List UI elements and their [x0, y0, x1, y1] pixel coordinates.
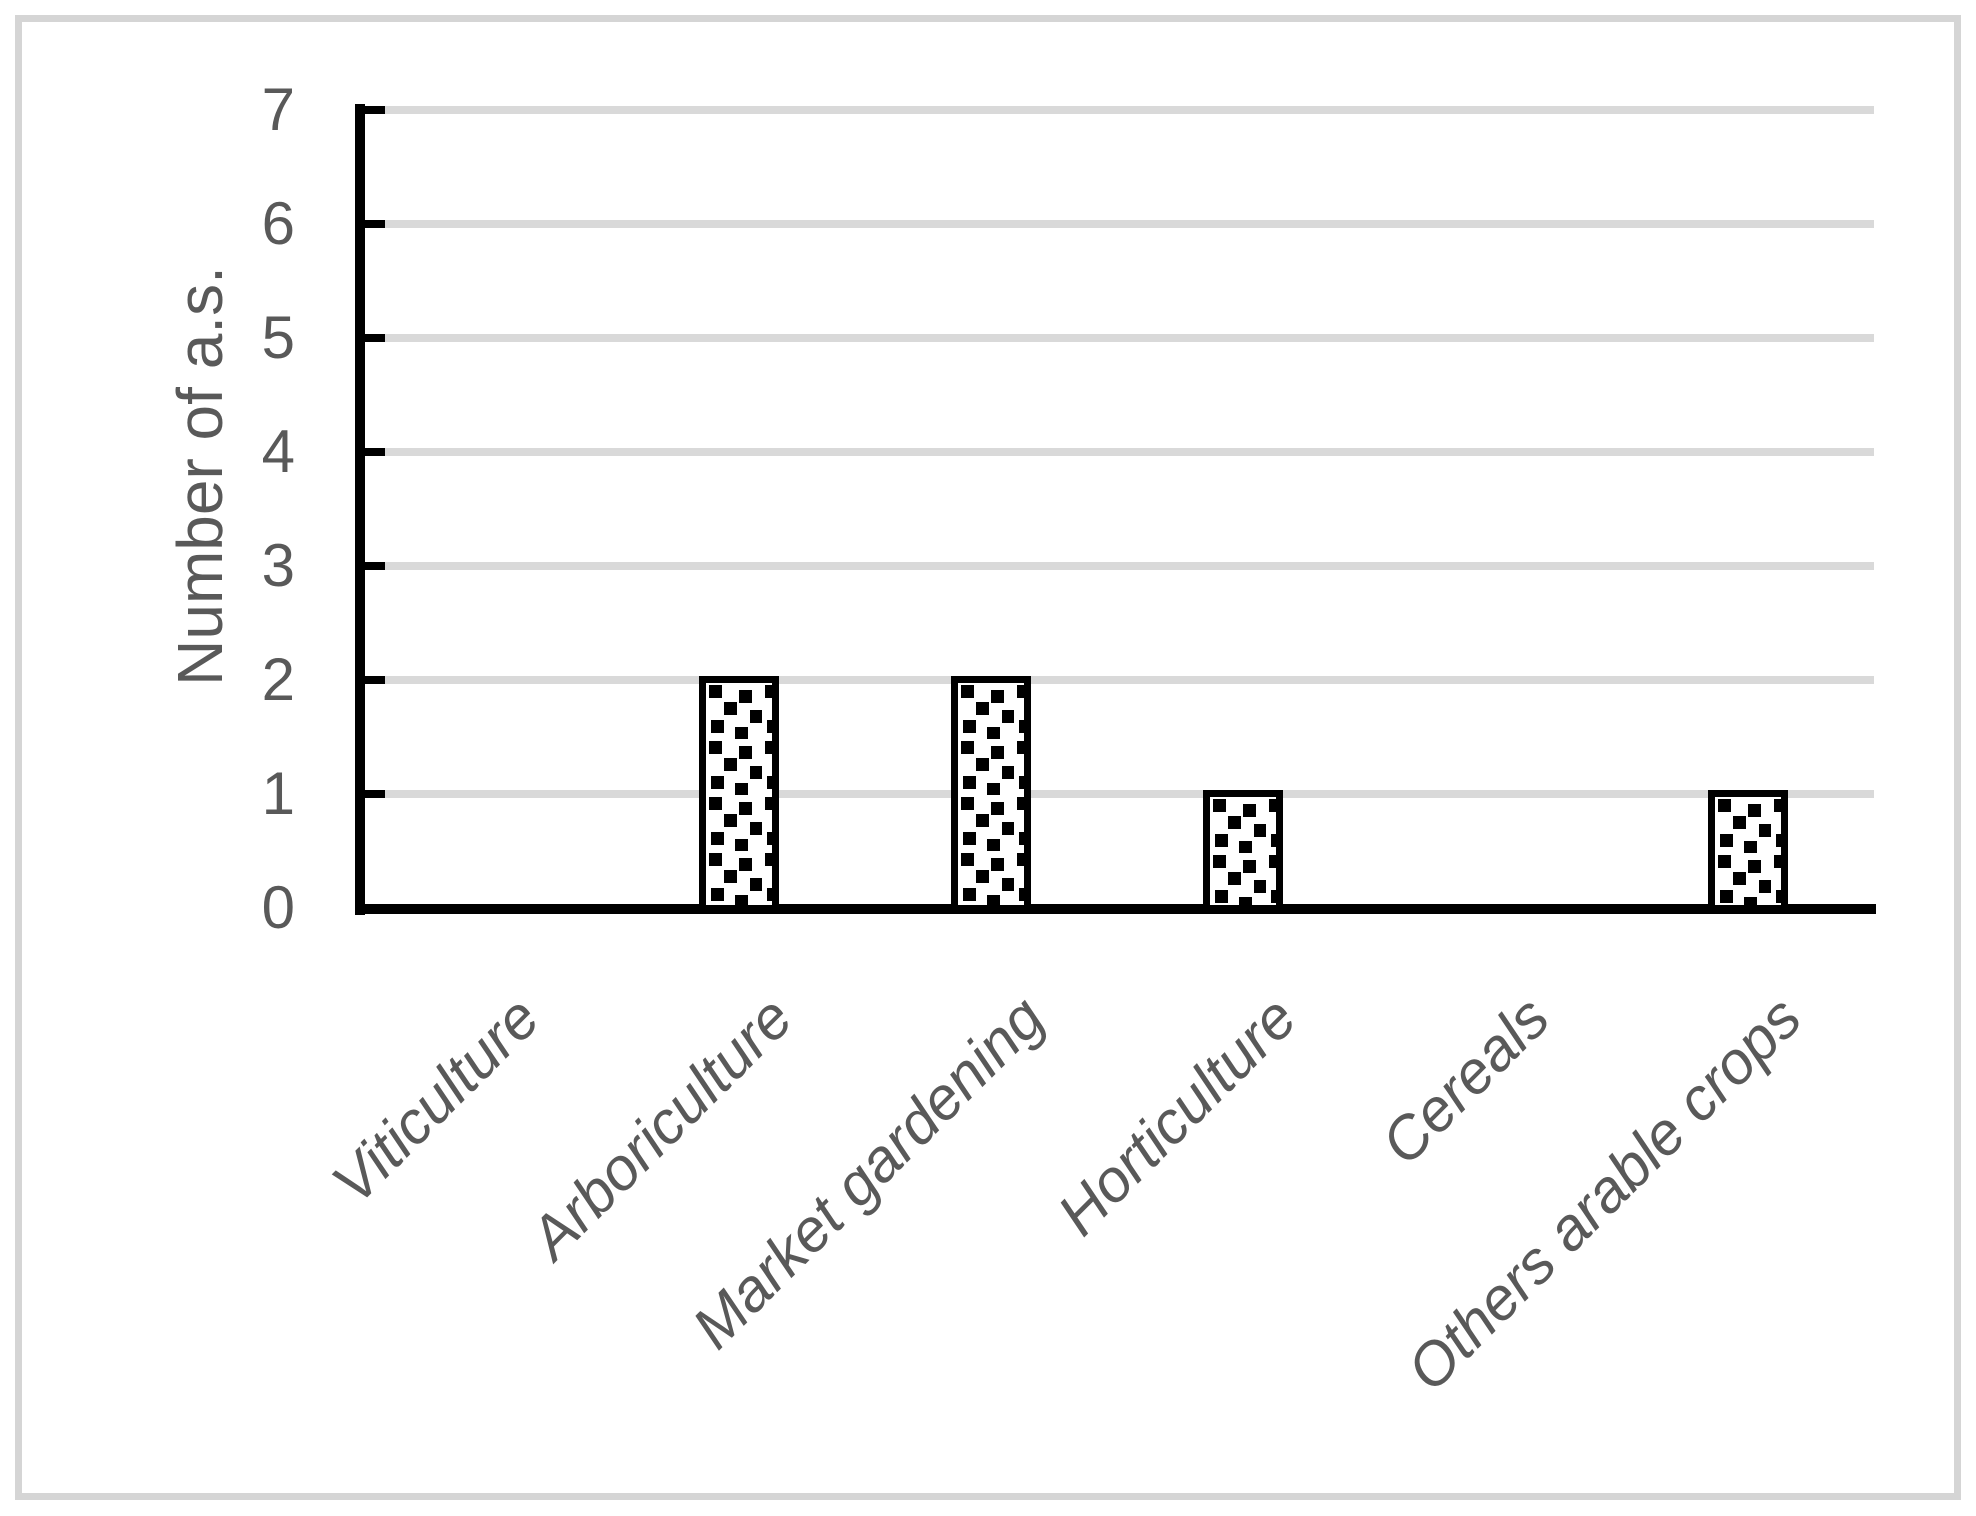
gridline [385, 448, 1874, 456]
gridline [385, 334, 1874, 342]
y-axis-title: Number of a.s. [164, 266, 236, 686]
y-tick-label: 7 [261, 76, 295, 143]
y-axis-tick [365, 334, 385, 342]
bar-speckle-fill [957, 683, 1024, 905]
bar-speckle-fill [1714, 797, 1781, 905]
gridline [385, 106, 1874, 114]
y-axis-tick [365, 676, 385, 684]
y-axis-tick [365, 562, 385, 570]
bar [1707, 790, 1788, 912]
y-tick-label: 5 [261, 304, 295, 371]
gridline [385, 676, 1874, 684]
bar-speckle-fill [1210, 797, 1277, 905]
y-tick-label: 4 [261, 418, 295, 485]
y-tick-label: 1 [261, 760, 295, 827]
y-axis-tick [365, 106, 385, 114]
y-tick-label: 0 [261, 874, 295, 941]
y-tick-label: 3 [261, 532, 295, 599]
gridline [385, 562, 1874, 570]
bar [950, 676, 1031, 912]
y-tick-label: 6 [261, 190, 295, 257]
y-axis-line [355, 104, 365, 915]
y-tick-label: 2 [261, 646, 295, 713]
gridline [385, 220, 1874, 228]
y-axis-tick [365, 790, 385, 798]
gridline [385, 790, 1874, 798]
y-axis-tick [365, 448, 385, 456]
bar-speckle-fill [705, 683, 772, 905]
y-axis-tick [365, 220, 385, 228]
bar [698, 676, 779, 912]
x-axis-line [355, 904, 1876, 914]
bar [1203, 790, 1284, 912]
